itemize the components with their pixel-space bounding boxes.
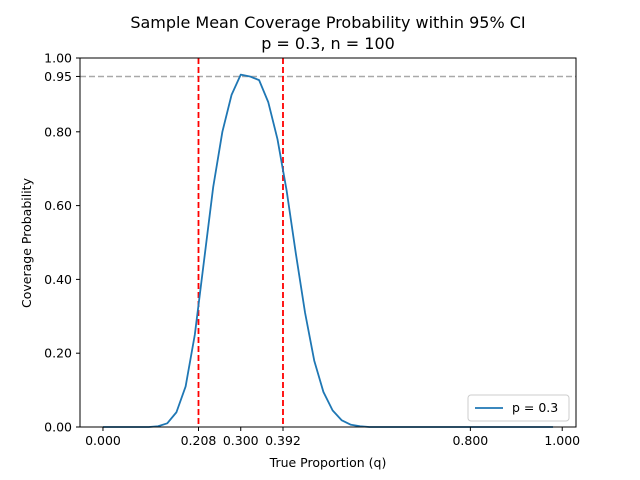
- legend-box: [467, 394, 570, 422]
- reference-lines: [80, 58, 576, 427]
- y-axis-label: Coverage Probability: [19, 177, 34, 308]
- x-tick-label: 0.000: [85, 433, 121, 448]
- y-tick-label: 0.00: [44, 420, 72, 435]
- x-tick-label: 0.300: [223, 433, 259, 448]
- x-axis-label: True Proportion (q): [269, 455, 387, 470]
- y-tick-label: 0.40: [44, 272, 72, 287]
- chart-title: Sample Mean Coverage Probability within …: [130, 13, 525, 32]
- y-tick-label: 0.20: [44, 346, 72, 361]
- y-tick-label: 0.95: [44, 69, 72, 84]
- x-tick-label: 1.000: [544, 433, 580, 448]
- x-tick-label: 0.800: [452, 433, 488, 448]
- plot-frame: [79, 57, 577, 428]
- x-tick-label: 0.208: [181, 433, 217, 448]
- y-axis-ticks: 0.00 0.20 0.40 0.60 0.80 0.95 1.00: [44, 51, 80, 435]
- legend: p = 0.3: [467, 394, 570, 422]
- y-tick-label: 0.80: [44, 124, 72, 139]
- x-tick-label: 0.392: [265, 433, 301, 448]
- y-tick-label: 1.00: [44, 51, 72, 66]
- legend-label: p = 0.3: [512, 400, 558, 415]
- y-tick-label: 0.60: [44, 198, 72, 213]
- x-axis-ticks: 0.000 0.208 0.300 0.392 0.800 1.000: [85, 427, 580, 448]
- chart-subtitle: p = 0.3, n = 100: [261, 34, 395, 53]
